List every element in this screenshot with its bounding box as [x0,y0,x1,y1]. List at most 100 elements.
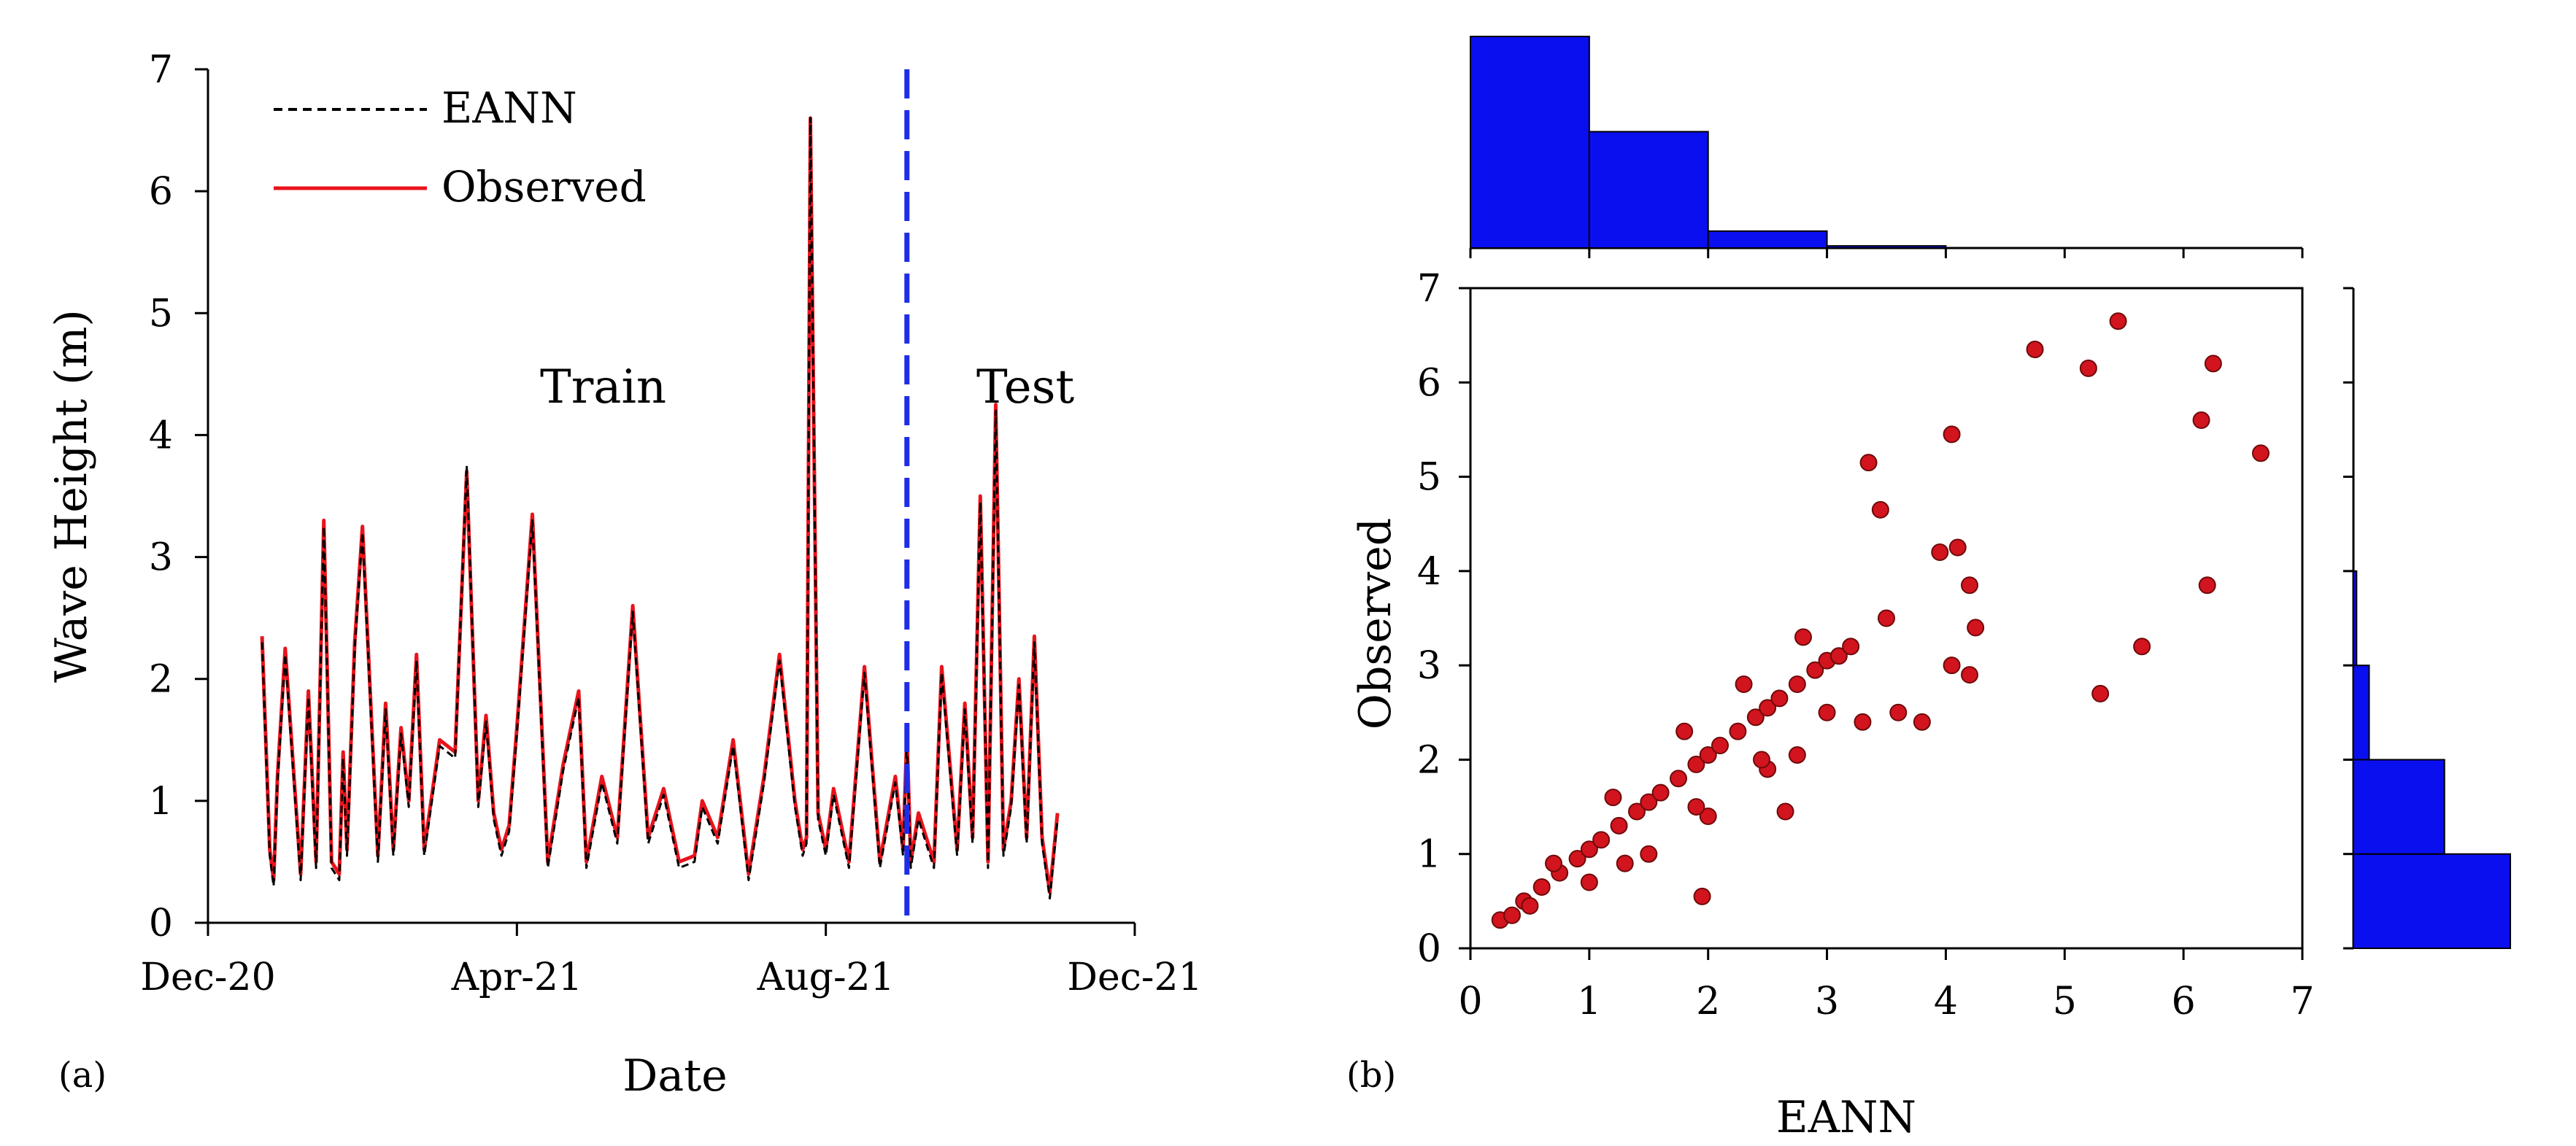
time-series-panel: Dec-20 Apr-21 Aug-21 Dec-21 0 1 2 3 4 5 6 7 EANN Ob… [46,48,1203,1102]
scatter-point [2192,411,2210,429]
scatter-axes [1469,287,2304,950]
scatter-point [1794,628,1812,646]
scatter-point [1699,808,1717,825]
scatter-frame [1469,287,2304,950]
scatter-point [1580,840,1598,859]
y-tick-label-b: 2 [1417,738,1441,782]
scatter-point [1806,661,1824,679]
scatter-panel: 0 1 2 3 4 5 6 7 0 1 2 3 4 5 6 7 EANN Observed (b) [1346,36,2511,1143]
scatter-point [1913,713,1931,731]
scatter-point [1878,609,1895,627]
scatter-point [1670,770,1687,788]
scatter-point [1776,802,1794,821]
y-tick-label-a: 0 [149,902,173,945]
time-series-axes [207,69,1135,924]
legend-observed-label: Observed [441,162,647,212]
scatter-point [1628,802,1646,821]
y-tick-label-a: 3 [149,536,173,580]
x-tick-label-b: 6 [2172,980,2196,1023]
scatter-point [1532,878,1551,896]
y-tick-label-a: 6 [149,170,173,214]
scatter-point [1889,703,1908,721]
scatter-point [2079,359,2097,377]
right-hist-bar [2353,570,2358,667]
scatter-point [1687,798,1705,816]
scatter-point [1746,708,1765,727]
scatter-point [2133,638,2151,656]
scatter-point [1943,425,1961,444]
scatter-point [2252,444,2270,462]
scatter-point [1687,755,1705,773]
scatter-point [1735,675,1753,693]
top-hist-bar [1707,230,1828,249]
y-tick-label-a: 4 [149,414,173,457]
y-tick-label-a: 5 [149,292,173,336]
legend-eann-label: EANN [441,83,577,133]
y-tick-label-b: 1 [1417,833,1441,877]
scatter-point [2109,312,2127,330]
x-axis-title-b: EANN [1776,1092,1916,1143]
right-histogram [2343,287,2511,950]
y-tick-label-b: 7 [1417,267,1441,311]
top-hist-bar [1470,36,1590,249]
train-annotation: Train [540,360,666,414]
right-hist-bar [2353,759,2445,855]
scatter-point [2198,576,2216,595]
scatter-point [2091,684,2110,702]
scatter-point [1788,675,1806,693]
x-tick-label-b: 1 [1577,980,1601,1023]
x-tick-label-b: 4 [1934,980,1958,1023]
panel-label-a: (a) [58,1055,107,1096]
top-histogram [1469,36,2304,258]
y-tick-label-b: 3 [1417,644,1441,688]
scatter-point [1842,638,1860,656]
x-tick-label-b: 2 [1696,980,1720,1023]
top-hist-bar [1588,131,1709,249]
scatter-point [1610,816,1628,835]
scatter-point [1871,500,1889,519]
scatter-point [1961,666,1978,684]
scatter-point [1931,543,1949,561]
legend: EANN Observed [274,83,647,212]
scatter-point [1604,789,1622,807]
scatter-point [1967,619,1985,637]
x-tick-label-b: 0 [1458,980,1482,1023]
scatter-point [1640,845,1658,863]
x-tick-label-b: 3 [1815,980,1839,1023]
scatter-point [1818,703,1836,721]
x-tick-label-b: 7 [2290,980,2314,1023]
scatter-point [1568,850,1586,868]
time-series-ticks: Dec-20 Apr-21 Aug-21 Dec-21 0 1 2 3 4 5 6 7 [140,48,1202,999]
y-tick-label-b: 0 [1417,927,1441,971]
scatter-point [1854,713,1872,731]
scatter-point [2204,355,2222,373]
scatter-point [1521,897,1539,915]
scatter-point [1699,746,1717,764]
scatter-point [1829,647,1848,665]
y-tick-label-a: 1 [149,780,173,824]
time-series-lines [260,116,1060,900]
x-tick-label-a: Aug-21 [757,956,895,999]
scatter-points [1491,312,2270,929]
y-tick-label-b: 6 [1417,361,1441,405]
scatter-point [1503,906,1521,924]
scatter-point [1711,737,1729,755]
scatter-point [1729,722,1747,740]
scatter-point [1592,831,1611,849]
scatter-point [1753,751,1770,769]
scatter-point [1580,873,1598,891]
scatter-point [1788,746,1806,764]
scatter-point [1545,854,1562,872]
top-hist-bar [1826,245,1947,249]
x-tick-label-b: 5 [2053,980,2077,1023]
y-tick-label-a: 7 [149,48,173,92]
scatter-point [1770,689,1789,708]
scatter-point [1759,699,1777,717]
x-tick-label-a: Dec-21 [1067,956,1202,999]
y-axis-title-b: Observed [1350,518,1401,729]
right-hist-bar [2353,853,2511,949]
scatter-point [1948,538,1967,557]
scatter-ticks: 0 1 2 3 4 5 6 7 0 1 2 3 4 5 6 7 [1417,267,2315,1023]
scatter-point [1961,576,1978,595]
